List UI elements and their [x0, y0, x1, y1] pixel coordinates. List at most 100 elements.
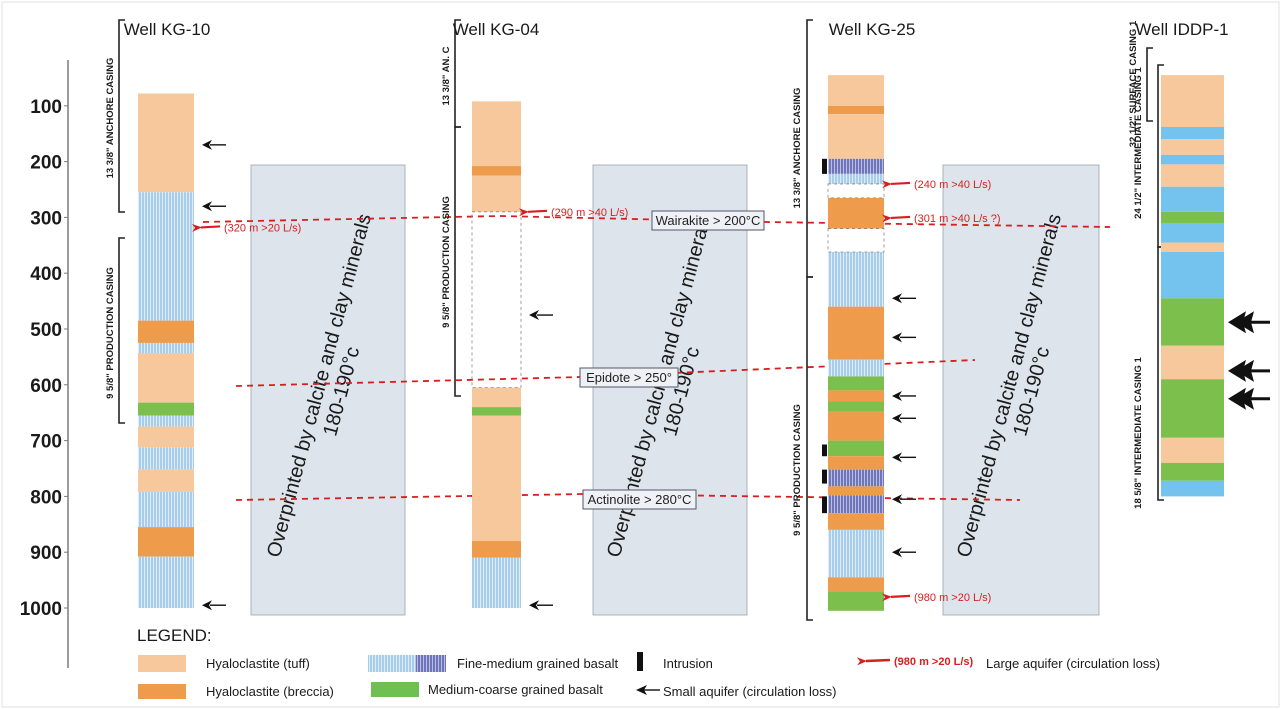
- layer-breccia: [828, 577, 884, 591]
- layer-tuff: [1161, 139, 1224, 155]
- large-aquifer-arrow: [891, 183, 910, 184]
- layer-tuff: [138, 353, 194, 403]
- casing-label: 13 3/8" ANCHORE CASING: [105, 58, 116, 179]
- legend-label-small-aquifer: Small aquifer (circulation loss): [663, 684, 836, 699]
- axis-tick-label: 300: [30, 208, 62, 229]
- intrusion-mark: [822, 445, 827, 457]
- layer-breccia: [828, 456, 884, 469]
- missing-interval: [828, 229, 884, 252]
- legend-large-example: (980 m >20 L/s): [894, 656, 974, 668]
- layer-medium: [1161, 298, 1224, 345]
- layer-tuff: [472, 101, 521, 166]
- layer-fine: [138, 557, 194, 608]
- large-aquifer-label: (240 m >40 L/s): [914, 179, 991, 191]
- large-aquifer-arrow: [528, 211, 547, 212]
- legend-label-tuff: Hyaloclastite (tuff): [206, 656, 310, 671]
- casing-line: [1147, 48, 1153, 121]
- casing-line: [119, 238, 125, 423]
- axis-tick-label: 400: [30, 264, 62, 285]
- axis-tick-label: 100: [30, 97, 62, 118]
- casing-label: 9 5/8" PRODUCTION CASING: [105, 267, 116, 399]
- layer-medium: [138, 403, 194, 416]
- layer-tuff: [138, 94, 194, 193]
- casing-label: 9 5/8" PRODUCTION CASING: [792, 404, 803, 536]
- layer-fine: [138, 192, 194, 320]
- layer-tuff: [1161, 243, 1224, 252]
- legend-label-coarse: Medium-coarse grained basalt: [428, 682, 603, 697]
- layer-blue: [1161, 223, 1224, 243]
- layer-tuff: [138, 470, 194, 492]
- isotherm-label: Actinolite > 280°C: [588, 492, 692, 507]
- legend-label-breccia: Hyaloclastite (breccia): [206, 684, 334, 699]
- well-title: Well IDDP-1: [1135, 20, 1228, 39]
- legend-large-arrow: [866, 660, 890, 661]
- layer-tuff: [472, 415, 521, 541]
- large-aquifer-label: (301 m >40 L/s ?): [914, 213, 1001, 225]
- layer-blue: [1161, 187, 1224, 212]
- well-title: Well KG-04: [453, 20, 540, 39]
- layer-tuff: [828, 114, 884, 159]
- casing-label: 13 3/8" ANCHORE CASING: [792, 88, 803, 209]
- layer-tuff: [1161, 164, 1224, 186]
- well-title: Well KG-25: [829, 20, 916, 39]
- legend-swatch-fine-dark: [416, 655, 446, 672]
- legend-title: LEGEND:: [137, 626, 212, 645]
- legend-label-large-aquifer: Large aquifer (circulation loss): [986, 656, 1160, 671]
- large-aquifer-label: (320 m >20 L/s): [224, 222, 301, 234]
- layer-coarse-fine: [828, 495, 884, 513]
- casing-label: 13 3/8" AN. C: [441, 46, 452, 105]
- legend-swatch-intrusion: [637, 652, 643, 671]
- layer-tuff: [1161, 438, 1224, 463]
- legend-label-intrusion: Intrusion: [663, 656, 713, 671]
- large-aquifer-arrow: [891, 217, 910, 218]
- layer-fine: [828, 530, 884, 577]
- layer-breccia: [828, 106, 884, 114]
- axis-tick-label: 600: [30, 376, 62, 397]
- layer-tuff: [1161, 75, 1224, 127]
- large-aquifer-label: (980 m >20 L/s): [914, 592, 991, 604]
- axis-tick-label: 800: [30, 487, 62, 508]
- layer-breccia: [472, 166, 521, 175]
- casing-label: 18 5/8" INTERMEDIATE CASING 1: [1133, 356, 1144, 508]
- legend-swatch-breccia: [138, 684, 186, 699]
- layer-fine: [138, 492, 194, 527]
- isotherm-label: Epidote > 250°: [586, 370, 672, 385]
- layer-fine: [138, 415, 194, 426]
- layer-tuff: [472, 388, 521, 408]
- casing-line: [455, 127, 461, 396]
- large-aquifer-arrow: [891, 596, 910, 597]
- layer-medium: [1161, 212, 1224, 223]
- layer-tuff: [472, 176, 521, 212]
- legend-swatch-fine: [368, 655, 416, 672]
- layer-coarse-fine: [828, 470, 884, 487]
- layer-blue: [1161, 155, 1224, 164]
- layer-breccia: [828, 390, 884, 401]
- layer-breccia: [472, 541, 521, 558]
- layer-fine: [138, 343, 194, 353]
- legend-swatch-tuff: [138, 655, 186, 672]
- layer-tuff: [138, 427, 194, 448]
- axis-tick-label: 700: [30, 432, 62, 453]
- layer-medium: [828, 591, 884, 611]
- layer-fine: [472, 558, 521, 608]
- intrusion-mark: [822, 470, 827, 484]
- axis-tick-label: 200: [30, 153, 62, 174]
- layer-breccia: [138, 527, 194, 557]
- layer-fine: [828, 252, 884, 307]
- layer-fine: [828, 360, 884, 377]
- axis-tick-label: 500: [30, 320, 62, 341]
- large-aquifer-label: (290 m >40 L/s): [551, 207, 628, 219]
- casing-line: [807, 20, 813, 277]
- layer-breccia: [138, 321, 194, 343]
- missing-interval: [828, 184, 884, 198]
- casing-label: 9 5/8" PRODUCTION CASING: [441, 196, 452, 328]
- layer-medium: [1161, 379, 1224, 438]
- missing-interval: [472, 212, 521, 388]
- layer-tuff: [828, 75, 884, 106]
- isotherm-label: Wairakite > 200°C: [656, 213, 761, 228]
- legend-label-fine: Fine-medium grained basalt: [457, 656, 619, 671]
- axis-tick-label: 1000: [20, 599, 62, 620]
- layer-medium: [472, 407, 521, 415]
